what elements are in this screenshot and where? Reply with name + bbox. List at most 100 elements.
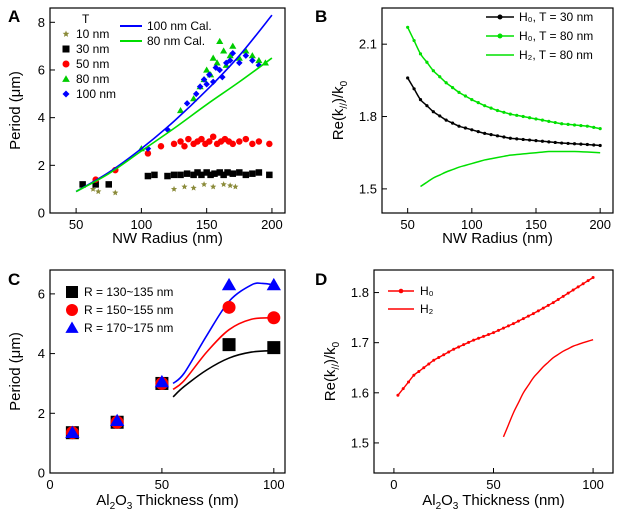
label-part: // xyxy=(331,364,342,370)
data-point xyxy=(229,50,237,57)
y-tick-label: 1.7 xyxy=(351,335,369,350)
legend-label: R = 150~155 nm xyxy=(84,303,173,317)
data-point xyxy=(516,319,520,323)
data-point xyxy=(255,138,263,145)
data-point xyxy=(492,331,495,335)
data-point xyxy=(431,110,435,114)
legend-label: 10 nm xyxy=(76,27,109,41)
panel-d: D 0 50 100 1.5 1.6 1.7 1.8 Al2O3 Thickness (nm) R… xyxy=(315,269,614,512)
data-point xyxy=(526,314,530,318)
x-axis-label: NW Radius (nm) xyxy=(112,230,223,247)
data-point xyxy=(457,345,461,349)
label-part: 2 xyxy=(436,501,442,512)
data-point xyxy=(521,137,525,142)
data-point xyxy=(170,140,178,148)
data-point xyxy=(213,59,221,66)
label-part: Period ( xyxy=(7,358,24,411)
x-tick-label: 100 xyxy=(461,217,483,232)
data-point xyxy=(220,171,227,179)
legend-label: 100 nm Cal. xyxy=(147,19,212,33)
data-point xyxy=(444,118,448,122)
data-point xyxy=(177,171,184,179)
y-axis-label: Re(k//)/k0 xyxy=(322,341,342,401)
data-point xyxy=(438,75,442,79)
fit-curve xyxy=(172,316,274,391)
data-point xyxy=(561,294,565,298)
calc-line xyxy=(75,57,273,193)
data-point xyxy=(226,52,234,59)
data-point xyxy=(534,117,538,121)
data-point xyxy=(222,300,236,314)
legend-marker xyxy=(62,90,70,98)
data-point xyxy=(534,139,538,143)
panel-label: C xyxy=(8,270,20,289)
data-point xyxy=(144,150,152,157)
data-point xyxy=(450,85,455,90)
data-point xyxy=(220,181,227,188)
data-point xyxy=(502,110,506,114)
plot-frame xyxy=(49,7,286,214)
label-part: // xyxy=(339,103,350,109)
x-tick-label: 150 xyxy=(525,217,547,232)
data-point xyxy=(467,340,471,344)
data-point xyxy=(470,98,474,102)
data-point xyxy=(521,114,525,119)
legend-label: 80 nm Cal. xyxy=(147,34,205,48)
data-point xyxy=(487,333,491,337)
fit-curve xyxy=(172,282,274,385)
data-point xyxy=(560,122,564,126)
y-tick-label: 0 xyxy=(38,206,45,221)
data-point xyxy=(190,184,197,191)
data-point xyxy=(221,277,237,291)
panel-b: B 50 100 150 200 1.5 1.8 2.1 NW Radius (nm) Re(k/… xyxy=(315,7,614,247)
x-tick-label: 100 xyxy=(263,477,285,492)
data-point xyxy=(540,139,545,143)
data-point xyxy=(170,171,178,179)
data-point xyxy=(515,137,519,141)
x-axis-label: NW Radius (nm) xyxy=(442,230,553,247)
label-part: Re(k xyxy=(322,369,339,401)
legend-title: T xyxy=(82,12,90,26)
data-point xyxy=(220,47,228,54)
label-part: Thickness (nm) xyxy=(458,492,564,509)
label-part: μm xyxy=(7,76,24,97)
y-tick-label: 4 xyxy=(38,110,45,125)
data-point xyxy=(109,413,125,427)
data-point xyxy=(194,169,201,176)
data-point xyxy=(209,54,217,61)
data-point xyxy=(531,312,535,316)
data-point xyxy=(489,133,493,137)
data-point xyxy=(572,142,577,146)
data-point xyxy=(203,66,211,73)
data-point xyxy=(553,140,557,145)
data-point xyxy=(586,279,590,283)
data-point xyxy=(183,170,191,177)
data-point xyxy=(476,101,480,105)
data-point xyxy=(242,135,250,143)
data-point xyxy=(585,142,589,147)
data-point xyxy=(190,171,197,179)
data-point xyxy=(176,106,185,114)
y-tick-label: 6 xyxy=(38,286,45,301)
data-point xyxy=(482,334,486,338)
data-point xyxy=(452,347,456,351)
data-point xyxy=(242,171,250,179)
label-part: 3 xyxy=(453,501,459,512)
label-part: Al xyxy=(96,492,109,509)
data-point xyxy=(229,140,237,148)
data-point xyxy=(598,143,602,148)
data-point xyxy=(521,317,525,321)
data-point xyxy=(483,104,487,108)
data-point xyxy=(229,42,237,49)
y-tick-label: 2.1 xyxy=(359,37,377,52)
legend-marker xyxy=(497,14,503,20)
data-point xyxy=(581,282,585,286)
data-point xyxy=(235,54,243,61)
data-point xyxy=(198,135,205,143)
data-point xyxy=(267,341,281,355)
data-point xyxy=(417,370,421,373)
data-point xyxy=(203,81,210,88)
data-point xyxy=(200,76,208,83)
data-point xyxy=(211,170,218,177)
